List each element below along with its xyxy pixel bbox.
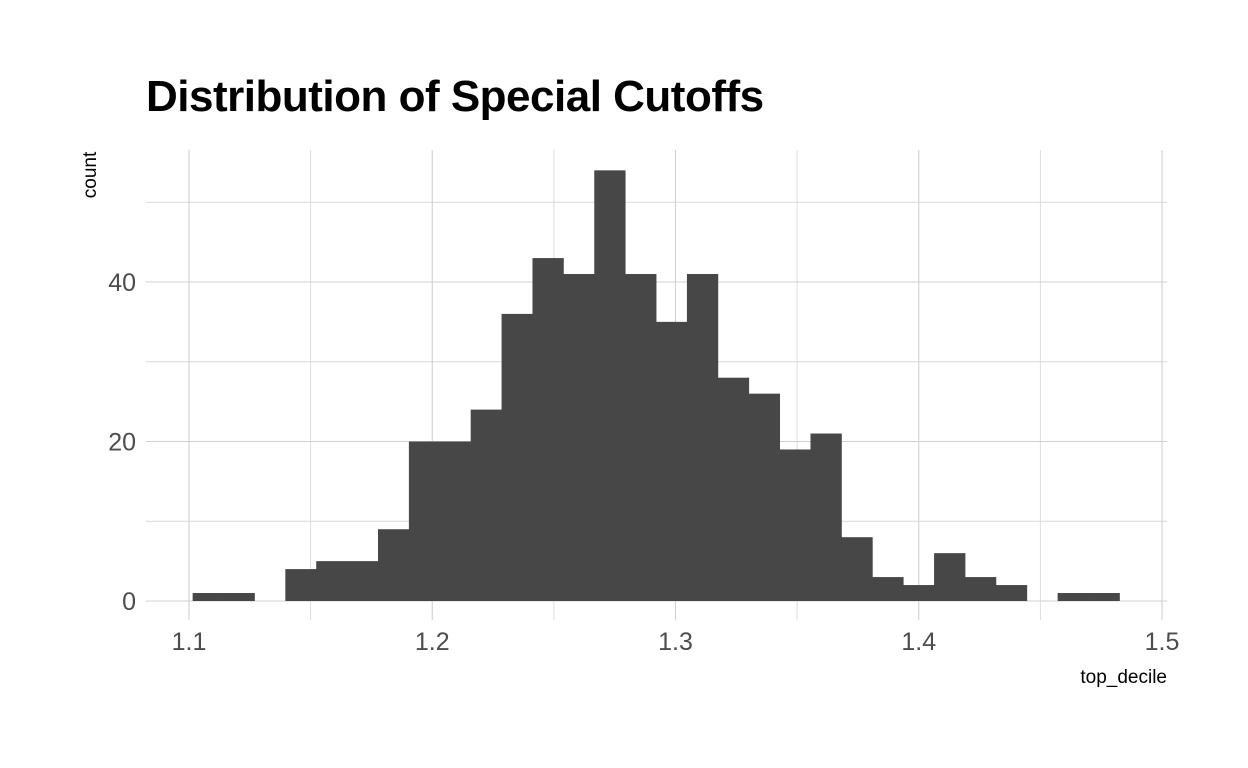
y-tick-label: 0: [122, 588, 136, 616]
histogram-bar: [316, 561, 348, 601]
histogram-bar: [686, 274, 719, 601]
histogram-bar: [1057, 593, 1089, 601]
histogram-bar: [779, 449, 811, 601]
histogram-bar: [656, 321, 688, 601]
histogram-bar: [408, 441, 441, 601]
y-tick-label: 40: [108, 269, 136, 297]
histogram-bar: [1088, 593, 1120, 601]
histogram-bar: [563, 274, 595, 601]
histogram-bar: [717, 377, 750, 601]
y-axis-title: count: [80, 151, 101, 198]
histogram-bar: [285, 569, 317, 601]
histogram-bar: [903, 585, 935, 601]
histogram-bar: [501, 313, 533, 601]
histogram-bar: [192, 593, 224, 601]
histogram-bar: [470, 409, 502, 601]
y-tick-label: 20: [108, 429, 136, 457]
chart-title: Distribution of Special Cutoffs: [146, 72, 764, 121]
histogram-bar: [841, 537, 873, 601]
x-tick-label: 1.3: [658, 628, 693, 656]
histogram-bar: [532, 258, 564, 601]
x-tick-label: 1.5: [1145, 628, 1180, 656]
histogram-bar: [995, 585, 1028, 601]
histogram-bars: [192, 170, 1120, 601]
x-tick-label: 1.4: [901, 628, 936, 656]
histogram-bar: [439, 441, 472, 601]
histogram-bar: [347, 561, 379, 601]
x-axis-title: top_decile: [1080, 667, 1167, 688]
histogram-bar: [964, 577, 997, 601]
x-tick-label: 1.2: [415, 628, 450, 656]
histogram-bar: [934, 553, 966, 601]
histogram-bar: [810, 433, 842, 601]
x-tick-label: 1.1: [172, 628, 207, 656]
histogram-bar: [748, 393, 781, 601]
y-axis-ticks: 0 20 40: [108, 269, 136, 616]
histogram-bar: [625, 274, 657, 601]
x-axis-ticks: 1.1 1.2 1.3 1.4 1.5: [172, 628, 1180, 656]
histogram-bar: [594, 170, 626, 601]
histogram-bar: [223, 593, 255, 601]
histogram-bar: [872, 577, 904, 601]
histogram-bar: [378, 529, 410, 601]
